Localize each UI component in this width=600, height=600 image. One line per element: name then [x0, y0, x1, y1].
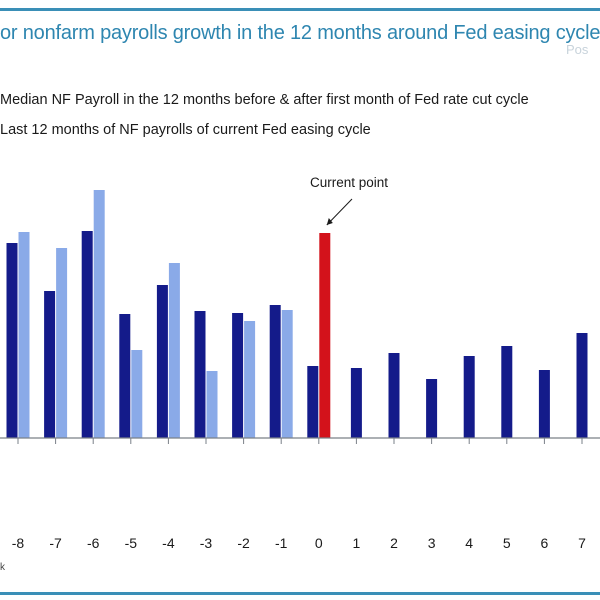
legend-entry-current: Last 12 months of NF payrolls of current… [0, 122, 371, 138]
bar-median-6 [538, 370, 550, 438]
bars-group [6, 190, 588, 438]
bar-median--4 [156, 285, 168, 438]
x-tick-group [17, 438, 583, 444]
bar-current--6 [93, 190, 105, 438]
bar-current--5 [131, 350, 143, 438]
x-tick-label--5: -5 [125, 535, 138, 551]
x-tick-label--4: -4 [162, 535, 175, 551]
bar-current--3 [206, 371, 218, 438]
bar-median--1 [269, 305, 281, 438]
x-tick-labels: -8 -7 -6 -5 -4 -3 -2 -1 0 1 2 3 4 5 6 7 [12, 535, 586, 551]
annotation-arrow-line [326, 198, 353, 226]
bar-median--6 [81, 231, 93, 438]
legend-entry-median: Median NF Payroll in the 12 months befor… [0, 92, 529, 108]
x-tick-label-2: 2 [390, 535, 398, 551]
bar-current--2 [244, 321, 256, 438]
bar-median--8 [6, 243, 18, 438]
annotation-label: Current point [310, 175, 388, 190]
bar-median-5 [501, 346, 513, 438]
x-tick-label-1: 1 [353, 535, 361, 551]
bar-median-4 [463, 356, 475, 438]
footnote: k [0, 562, 5, 573]
x-tick-label--7: -7 [49, 535, 62, 551]
bar-median--7 [44, 291, 56, 438]
x-tick-label--1: -1 [275, 535, 288, 551]
bar-median-1 [350, 368, 362, 438]
bottom-frame-line [0, 592, 600, 595]
x-tick-label-6: 6 [541, 535, 549, 551]
x-tick-label--8: -8 [12, 535, 25, 551]
current-point-annotation: Current point [310, 175, 388, 226]
x-tick-label-7: 7 [578, 535, 586, 551]
bar-current--7 [56, 248, 68, 438]
chart-title: or nonfarm payrolls growth in the 12 mon… [0, 22, 600, 44]
x-tick-label-5: 5 [503, 535, 511, 551]
bar-median-7 [576, 333, 588, 438]
watermark: Pos [566, 42, 589, 57]
bar-current--8 [18, 232, 30, 438]
x-tick-label-3: 3 [428, 535, 436, 551]
bar-median--5 [119, 314, 131, 438]
x-tick-label-4: 4 [465, 535, 473, 551]
bar-median-3 [426, 379, 438, 438]
bar-median-0 [307, 366, 319, 438]
top-frame-line [0, 8, 600, 11]
x-tick-label-0: 0 [315, 535, 323, 551]
bar-median-2 [388, 353, 400, 438]
bar-current--1 [281, 310, 293, 438]
x-tick-label--2: -2 [237, 535, 250, 551]
annotation-arrow-head [326, 218, 333, 225]
bar-current--4 [168, 263, 180, 438]
bar-current-point [319, 233, 331, 438]
bar-median--2 [232, 313, 244, 438]
bar-median--3 [194, 311, 206, 438]
x-tick-label--3: -3 [200, 535, 213, 551]
x-tick-label--6: -6 [87, 535, 100, 551]
